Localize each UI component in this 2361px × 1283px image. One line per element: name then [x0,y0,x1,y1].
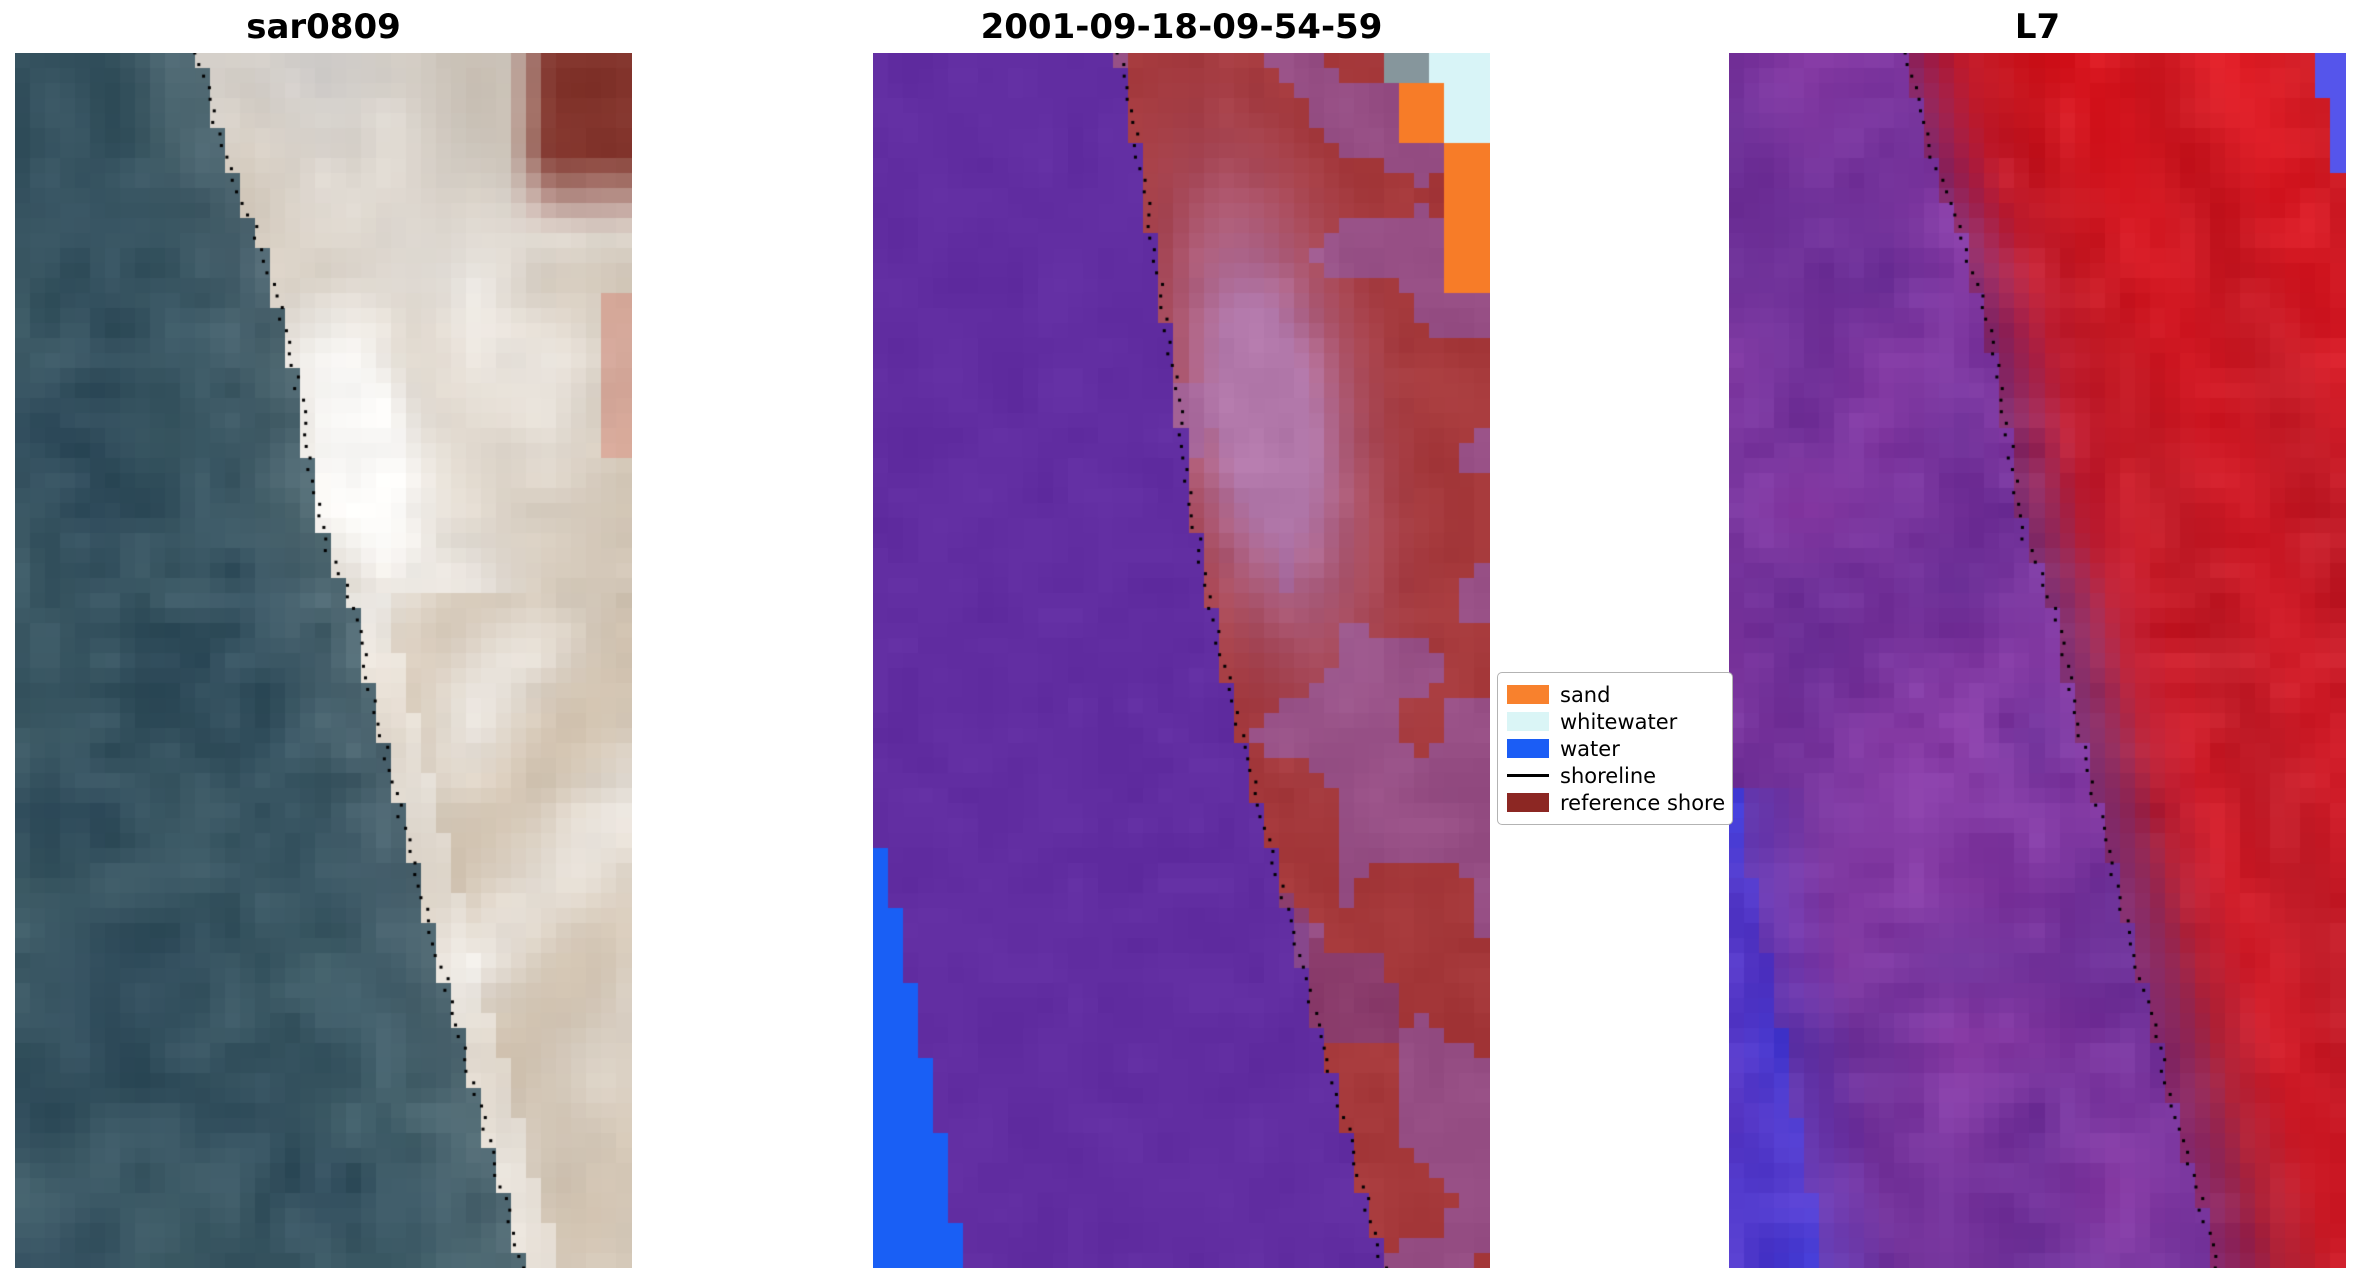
l7-image [1729,53,2346,1268]
sar-image [15,53,632,1268]
legend-label-whitewater: whitewater [1560,709,1678,734]
legend-label-sand: sand [1560,682,1611,707]
legend-label-reference-shore: reference shore [1560,790,1726,815]
panel-title-sar0809: sar0809 [246,7,401,47]
panel-title-classification: 2001-09-18-09-54-59 [980,7,1383,47]
legend-row-water: water [1507,735,1732,762]
legend-label-water: water [1560,736,1620,761]
legend: sand whitewater water shoreline referenc… [1497,672,1733,825]
legend-row-reference-shore: reference shore [1507,789,1732,816]
whitewater-swatch-icon [1507,712,1549,731]
panel-title-l7: L7 [2014,7,2061,47]
classification-image [873,53,1490,1268]
sand-swatch-icon [1507,685,1549,704]
panel-classification: 2001-09-18-09-54-59 [873,7,1490,1268]
reference-shore-swatch-icon [1507,793,1549,812]
shoreline-line-icon [1507,774,1549,777]
water-swatch-icon [1507,739,1549,758]
legend-row-shoreline: shoreline [1507,762,1732,789]
panel-sar0809: sar0809 [15,7,632,1268]
legend-label-shoreline: shoreline [1560,763,1657,788]
legend-row-whitewater: whitewater [1507,708,1732,735]
panel-l7: L7 [1729,7,2346,1268]
legend-row-sand: sand [1507,681,1732,708]
